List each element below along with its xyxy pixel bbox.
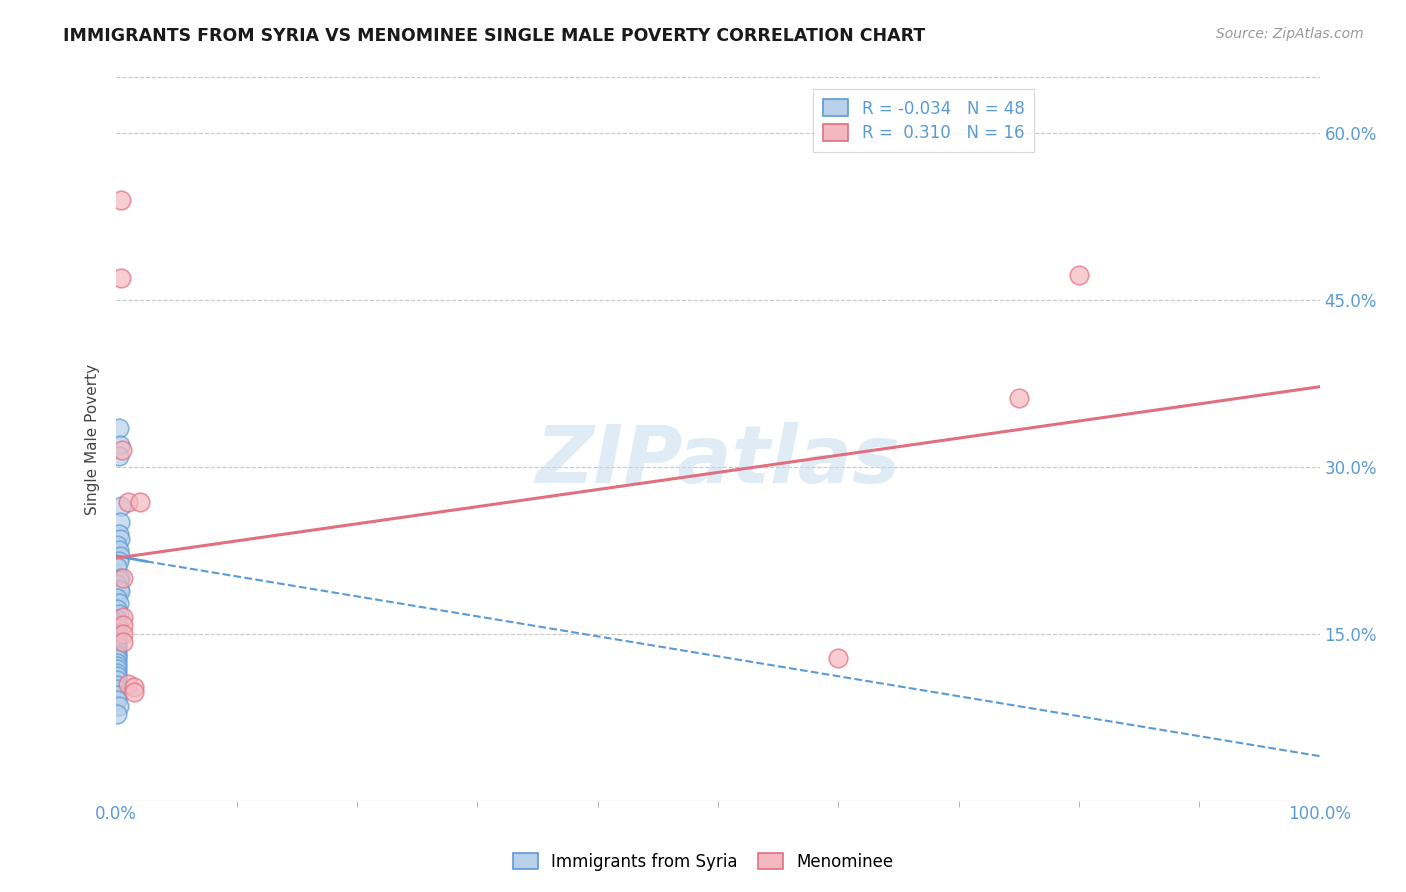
Point: [112, 610, 135, 624]
Point: [107, 693, 129, 707]
Text: ZIPatlas: ZIPatlas: [536, 422, 900, 500]
Point: [107, 538, 129, 552]
Point: [827, 651, 849, 665]
Point: [107, 682, 129, 697]
Point: [111, 443, 134, 458]
Point: [112, 626, 135, 640]
Point: [107, 632, 129, 647]
Text: Source: ZipAtlas.com: Source: ZipAtlas.com: [1216, 27, 1364, 41]
Point: [107, 421, 129, 435]
Point: [107, 706, 129, 721]
Point: [107, 643, 129, 657]
Point: [112, 634, 135, 648]
Point: [107, 699, 129, 714]
Y-axis label: Single Male Poverty: Single Male Poverty: [86, 363, 100, 515]
Point: [107, 656, 129, 670]
Point: [107, 659, 129, 673]
Point: [107, 576, 129, 591]
Point: [107, 617, 129, 632]
Point: [108, 584, 131, 599]
Point: [107, 612, 129, 626]
Point: [108, 549, 131, 563]
Point: [117, 677, 139, 691]
Point: [108, 437, 131, 451]
Point: [107, 560, 129, 574]
Point: [107, 688, 129, 702]
Point: [107, 665, 129, 680]
Point: [107, 652, 129, 666]
Point: [107, 638, 129, 652]
Text: IMMIGRANTS FROM SYRIA VS MENOMINEE SINGLE MALE POVERTY CORRELATION CHART: IMMIGRANTS FROM SYRIA VS MENOMINEE SINGL…: [63, 27, 925, 45]
Point: [107, 647, 129, 661]
Point: [110, 499, 132, 513]
Point: [107, 662, 129, 676]
Point: [107, 669, 129, 683]
Point: [107, 640, 129, 654]
Point: [107, 574, 129, 588]
Point: [112, 571, 135, 585]
Point: [124, 680, 146, 694]
Point: [107, 596, 129, 610]
Point: [107, 629, 129, 643]
Point: [107, 615, 129, 630]
Point: [108, 532, 131, 546]
Point: [107, 624, 129, 639]
Point: [1067, 268, 1090, 283]
Point: [129, 495, 152, 509]
Point: [107, 673, 129, 688]
Point: [107, 678, 129, 692]
Point: [107, 582, 129, 597]
Point: [107, 648, 129, 663]
Point: [110, 270, 132, 285]
Point: [110, 193, 132, 207]
Point: [107, 634, 129, 648]
Point: [107, 602, 129, 616]
Point: [107, 621, 129, 635]
Point: [107, 449, 129, 463]
Point: [108, 571, 131, 585]
Point: [107, 554, 129, 568]
Point: [107, 607, 129, 621]
Legend: R = -0.034   N = 48, R =  0.310   N = 16: R = -0.034 N = 48, R = 0.310 N = 16: [813, 89, 1035, 153]
Point: [1008, 391, 1031, 405]
Point: [117, 495, 139, 509]
Legend: Immigrants from Syria, Menominee: Immigrants from Syria, Menominee: [505, 845, 901, 880]
Point: [112, 617, 135, 632]
Point: [124, 684, 146, 698]
Point: [107, 543, 129, 558]
Point: [107, 526, 129, 541]
Point: [107, 626, 129, 640]
Point: [108, 516, 131, 530]
Point: [107, 591, 129, 606]
